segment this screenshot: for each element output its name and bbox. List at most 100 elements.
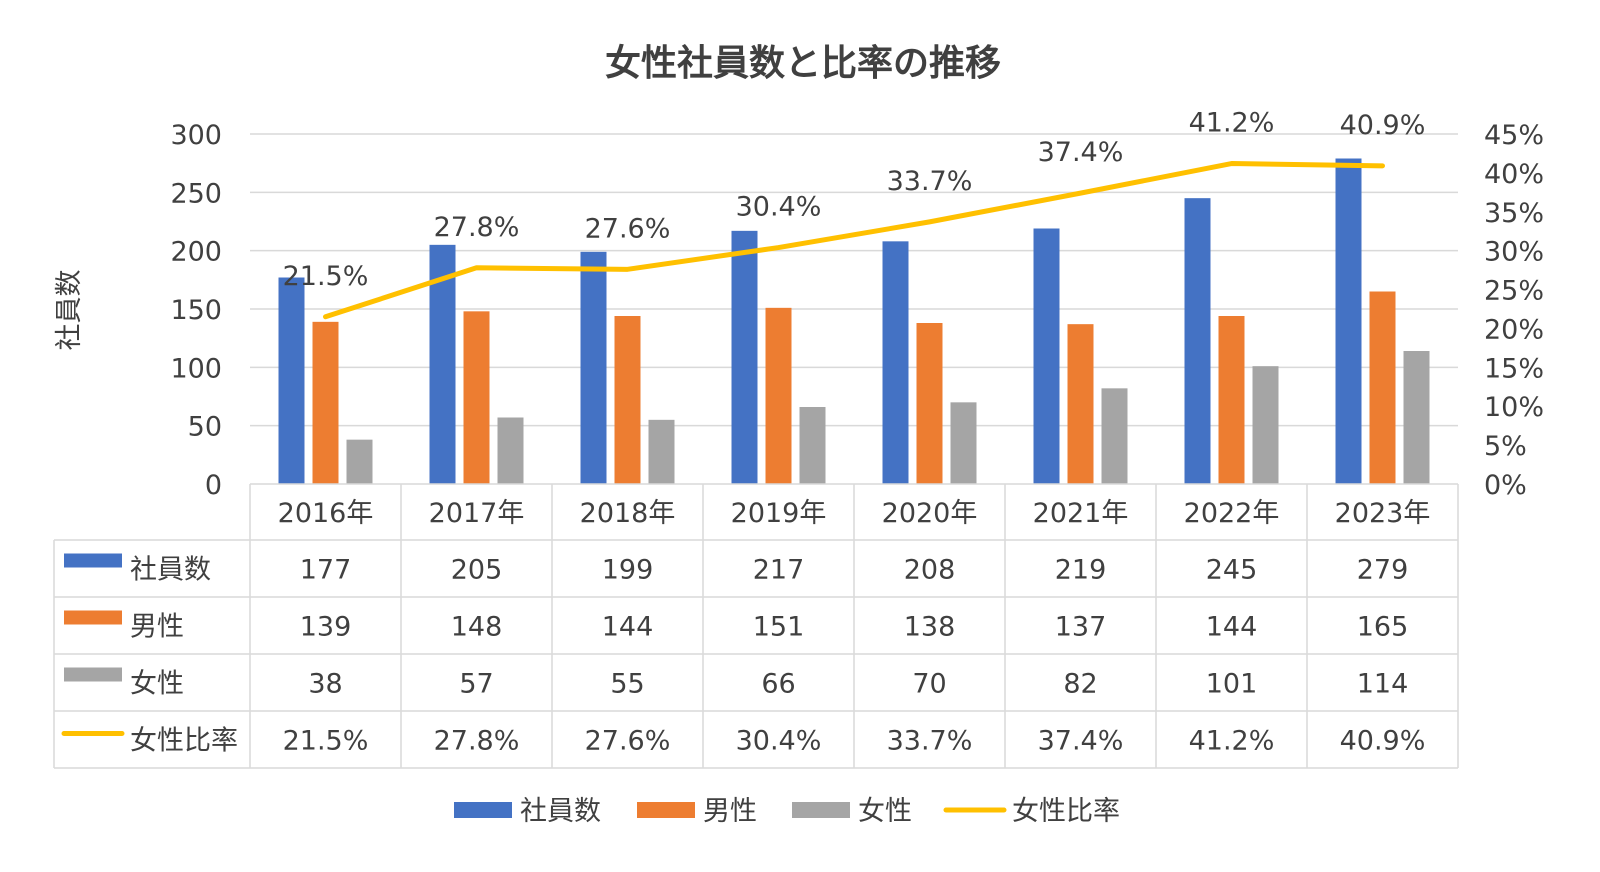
left-tick-label: 300: [170, 120, 222, 151]
bars: [278, 158, 1430, 484]
ratio-data-label: 30.4%: [736, 192, 822, 223]
category-label: 2023年: [1335, 498, 1431, 529]
bar-男性: [312, 321, 339, 484]
ratio-data-label: 33.7%: [887, 166, 973, 197]
ratio-data-label: 40.9%: [1340, 110, 1426, 141]
category-label: 2016年: [278, 498, 374, 529]
table-cell: 41.2%: [1189, 726, 1275, 757]
y-axis-title: 社員数: [54, 270, 85, 351]
legend-label: 女性比率: [1012, 796, 1120, 827]
table-cell: 199: [602, 555, 654, 586]
table-row-label: 女性: [130, 669, 184, 700]
table-row-label: 男性: [130, 612, 184, 643]
left-tick-label: 0: [205, 470, 222, 501]
ratio-line-path: [323, 161, 1385, 320]
table-cell: 165: [1357, 612, 1409, 643]
right-tick-label: 15%: [1484, 353, 1544, 384]
category-label: 2019年: [731, 498, 827, 529]
legend-key-男性: [637, 802, 695, 818]
table-row-label: 女性比率: [130, 726, 238, 757]
bar-男性: [765, 307, 792, 484]
table-cell: 55: [610, 669, 644, 700]
bar-女性: [1101, 388, 1128, 484]
bar-女性: [1403, 351, 1430, 484]
table-cell: 40.9%: [1340, 726, 1426, 757]
bar-社員数: [1033, 228, 1060, 484]
bar-社員数: [278, 277, 305, 484]
right-tick-label: 5%: [1484, 431, 1527, 462]
table-cell: 138: [904, 612, 956, 643]
table-cell: 57: [459, 669, 493, 700]
category-label: 2021年: [1033, 498, 1129, 529]
ratio-data-label: 41.2%: [1189, 108, 1275, 139]
bar-社員数: [731, 230, 758, 484]
legend: 社員数 男性 女性 女性比率: [454, 796, 1120, 827]
chart-title: 女性社員数と比率の推移: [605, 43, 1001, 84]
table-row-label: 社員数: [130, 555, 211, 586]
bar-女性: [497, 417, 524, 484]
table-cell: 38: [308, 669, 342, 700]
ratio-data-label: 21.5%: [283, 261, 369, 292]
right-tick-label: 45%: [1484, 120, 1544, 151]
table-cell: 66: [761, 669, 795, 700]
right-tick-label: 20%: [1484, 314, 1544, 345]
table-cell: 27.6%: [585, 726, 671, 757]
table-cell: 245: [1206, 555, 1258, 586]
table-key-男性: [64, 610, 122, 625]
bar-社員数: [1335, 158, 1362, 484]
table-cell: 205: [451, 555, 503, 586]
ratio-data-label: 27.8%: [434, 212, 520, 243]
ratio-line: [323, 161, 1385, 320]
table-key-社員数: [64, 553, 122, 568]
right-tick-label: 40%: [1484, 159, 1544, 190]
legend-label: 女性: [858, 796, 912, 827]
table-cell: 33.7%: [887, 726, 973, 757]
bar-女性: [799, 407, 826, 484]
bar-男性: [1218, 316, 1245, 484]
table-cell: 137: [1055, 612, 1107, 643]
category-label: 2018年: [580, 498, 676, 529]
left-tick-label: 250: [170, 178, 222, 209]
table-cell: 30.4%: [736, 726, 822, 757]
table-cell: 37.4%: [1038, 726, 1124, 757]
ratio-data-labels: 21.5% 27.8% 27.6% 30.4% 33.7% 37.4% 41.2% 40.9%: [283, 108, 1426, 292]
left-axis-ticks: 0 50 100 150 200 250 300: [170, 120, 222, 501]
table-cell: 70: [912, 669, 946, 700]
bar-男性: [916, 323, 943, 484]
right-axis-ticks: 0% 5% 10% 15% 20% 25% 30% 35% 40% 45%: [1484, 120, 1544, 501]
bar-女性: [950, 402, 977, 484]
right-tick-label: 10%: [1484, 392, 1544, 423]
ratio-data-label: 27.6%: [585, 213, 671, 244]
table-cell: 219: [1055, 555, 1107, 586]
category-label: 2022年: [1184, 498, 1280, 529]
category-label: 2020年: [882, 498, 978, 529]
bar-男性: [1369, 291, 1396, 484]
table-cell: 144: [602, 612, 654, 643]
table-cell: 27.8%: [434, 726, 520, 757]
table-cell: 217: [753, 555, 805, 586]
bar-女性: [648, 419, 675, 484]
table-cell: 177: [300, 555, 352, 586]
bar-社員数: [882, 241, 909, 484]
ratio-data-label: 37.4%: [1038, 137, 1124, 168]
left-tick-label: 150: [170, 295, 222, 326]
legend-key-社員数: [454, 802, 512, 818]
right-tick-label: 30%: [1484, 237, 1544, 268]
bar-男性: [614, 316, 641, 484]
table-cell: 101: [1206, 669, 1258, 700]
legend-key-女性: [792, 802, 850, 818]
bar-社員数: [580, 251, 607, 484]
table-cell: 208: [904, 555, 956, 586]
table-cell: 114: [1357, 669, 1409, 700]
right-tick-label: 35%: [1484, 198, 1544, 229]
bar-男性: [1067, 324, 1094, 484]
table-cell: 279: [1357, 555, 1409, 586]
table-key-女性: [64, 667, 122, 682]
table-cell: 139: [300, 612, 352, 643]
bar-女性: [1252, 366, 1279, 484]
right-tick-label: 25%: [1484, 276, 1544, 307]
table-cell: 144: [1206, 612, 1258, 643]
bar-男性: [463, 311, 490, 484]
data-table: 2016年 2017年 2018年 2019年 2020年 2021年 2022年 2023年…: [53, 483, 1459, 769]
